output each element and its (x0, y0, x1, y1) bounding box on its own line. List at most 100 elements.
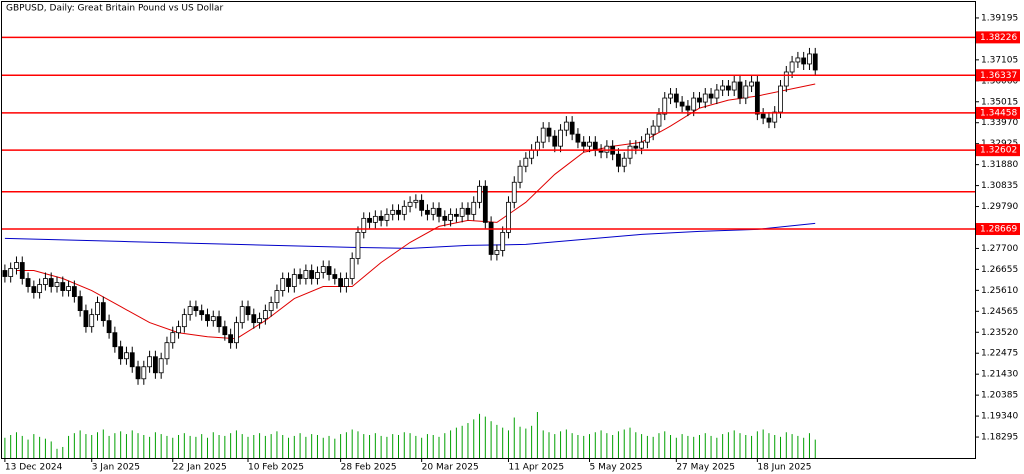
y-tick-label: 1.37105 (981, 55, 1018, 65)
candle-body (384, 213, 390, 221)
candle-body (129, 352, 135, 368)
candle-body (71, 286, 77, 297)
x-tick-label: 22 Jan 2025 (173, 463, 227, 473)
candle-body (662, 97, 668, 115)
candle-body (228, 334, 234, 344)
candle-body (535, 141, 540, 151)
candle-body (124, 352, 129, 360)
candle-body (430, 207, 436, 215)
candle-body (158, 358, 164, 374)
y-tick-label: 1.30835 (981, 181, 1018, 191)
candle-body (749, 81, 754, 87)
candle-body (529, 149, 535, 159)
level-label: 1.34458 (980, 108, 1017, 118)
candle-body (772, 111, 778, 123)
candle-body (372, 215, 378, 223)
candle-body (633, 145, 639, 149)
candle-body (326, 266, 332, 275)
candle-body (234, 322, 239, 344)
candle-body (338, 278, 344, 287)
x-tick-label: 5 May 2025 (590, 463, 643, 473)
candle-body (320, 266, 326, 273)
candle-body (25, 278, 31, 287)
candle-body (795, 57, 801, 63)
candle-body (222, 326, 228, 336)
y-tick-label: 1.36060 (981, 76, 1018, 86)
level-label-box (976, 69, 1020, 82)
candle-body (210, 316, 216, 322)
x-tick-label: 27 May 2025 (676, 463, 735, 473)
candle-body (685, 105, 691, 111)
candle-body (442, 215, 448, 221)
candle-body (118, 346, 124, 360)
candle-body (552, 135, 558, 147)
candle-body (743, 85, 749, 99)
x-tick-label: 11 Apr 2025 (508, 463, 564, 473)
candle-body (135, 366, 141, 380)
candle-body (245, 306, 251, 316)
candle-body (650, 125, 656, 135)
candle-body (8, 268, 14, 277)
candle-body (459, 207, 465, 217)
candle-body (37, 284, 43, 293)
level-label-box (976, 31, 1020, 44)
candle-body (390, 209, 396, 215)
candle-body (448, 213, 453, 221)
candle-body (604, 145, 610, 153)
candle-body (407, 201, 413, 207)
x-tick-label: 28 Feb 2025 (341, 463, 397, 473)
candle-body (627, 145, 633, 159)
candle-body (592, 141, 598, 151)
candle-body (760, 113, 766, 119)
candle-body (48, 278, 54, 287)
candle-body (332, 274, 338, 279)
level-label-box (976, 223, 1020, 236)
candle-body (639, 141, 644, 149)
candle-body (425, 209, 430, 215)
candle-body (280, 278, 286, 291)
candle-body (731, 81, 737, 91)
candle-body (176, 326, 181, 334)
candle-body (465, 207, 471, 215)
y-tick-label: 1.18295 (981, 433, 1018, 443)
candle-body (726, 85, 731, 91)
candle-body (89, 314, 95, 328)
candle-body (291, 274, 297, 287)
candle-body (77, 296, 83, 312)
candle-body (714, 89, 720, 99)
candle-body (315, 272, 320, 279)
x-tick-label: 13 Dec 2024 (5, 463, 63, 473)
candle-body (477, 185, 482, 203)
candle-body (355, 232, 361, 259)
candle-body (621, 157, 627, 167)
candle-body (668, 93, 673, 99)
y-tick-label: 1.19340 (981, 412, 1018, 422)
candle-body (546, 127, 552, 137)
y-tick-label: 1.39195 (981, 13, 1018, 23)
candle-body (720, 85, 726, 91)
candle-body (164, 342, 170, 360)
candle-body (754, 81, 760, 115)
candle-body (401, 205, 407, 215)
candle-body (419, 199, 425, 211)
candle-body (367, 217, 372, 223)
candle-body (343, 278, 349, 287)
y-tick-label: 1.27700 (981, 244, 1018, 254)
candle-body (702, 93, 708, 103)
x-tick-label: 20 Mar 2025 (422, 463, 479, 473)
candle-body (378, 215, 384, 221)
candle-body (506, 201, 511, 233)
y-tick-label: 1.21430 (981, 370, 1018, 380)
candle-body (216, 316, 222, 328)
candle-body (616, 153, 621, 167)
level-label: 1.36337 (980, 71, 1017, 81)
candle-body (309, 270, 315, 279)
level-label: 1.38226 (980, 33, 1017, 43)
candle-body (789, 61, 795, 73)
candle-body (361, 217, 367, 233)
candle-body (181, 314, 187, 328)
candle-body (2, 270, 8, 277)
candle-body (239, 306, 245, 324)
